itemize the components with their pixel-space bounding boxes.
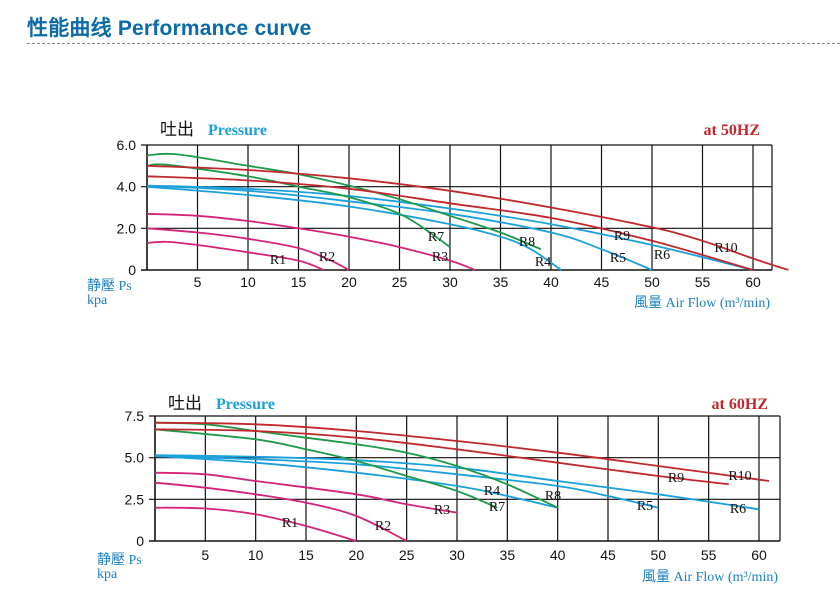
- y-tick-label: 6.0: [117, 137, 137, 153]
- y-tick-label: 4.0: [117, 179, 137, 195]
- series-line-R5: [154, 455, 659, 509]
- series-label-R5: R5: [637, 499, 653, 514]
- x-tick-label: 40: [543, 274, 559, 290]
- frequency-label: at 60HZ: [712, 396, 768, 413]
- series-label-R2: R2: [319, 250, 335, 265]
- x-tick-label: 50: [644, 274, 660, 290]
- series-line-R8: [146, 152, 542, 251]
- series-line-R1: [154, 506, 357, 542]
- series-label-R2: R2: [375, 519, 391, 534]
- x-tick-label: 30: [449, 547, 465, 563]
- series-line-R3: [154, 471, 458, 514]
- frequency-label: at 50HZ: [704, 122, 760, 139]
- y-tick-label: 0: [136, 533, 144, 549]
- series-label-R1: R1: [270, 253, 286, 268]
- x-tick-label: 10: [248, 547, 264, 563]
- x-tick-label: 30: [442, 274, 458, 290]
- page-title: 性能曲线 Performance curve: [27, 17, 312, 40]
- chart-1: 5 10 15 20 25 30 35 40 45 50 55 60 0 2.0 4.0 6.0 吐出 Press…: [87, 120, 789, 311]
- x-tick-label: 60: [751, 547, 767, 563]
- x-axis-label: 風量 Air Flow (m³/min): [642, 569, 778, 585]
- series-line-R5: [146, 184, 653, 271]
- series-label-R8: R8: [545, 489, 561, 504]
- series-label-R9: R9: [614, 229, 630, 244]
- series-label-R7: R7: [428, 230, 444, 245]
- chart-title-cn: 吐出: [168, 394, 202, 413]
- series-label-R8: R8: [519, 235, 535, 250]
- series-line-R6: [146, 184, 754, 271]
- chart-title: Pressure: [216, 396, 275, 413]
- x-tick-label: 35: [493, 274, 509, 290]
- series-line-R10: [154, 421, 770, 482]
- series-label-R10: R10: [728, 469, 751, 484]
- x-tick-label: 5: [194, 274, 202, 290]
- y-tick-label: 5.0: [125, 450, 145, 466]
- y-tick-label: 2.5: [125, 491, 145, 507]
- series-label-R1: R1: [282, 516, 298, 531]
- series-label-R4: R4: [484, 484, 500, 499]
- series-line-R4: [154, 455, 558, 509]
- x-tick-label: 45: [600, 547, 616, 563]
- series-label-R10: R10: [714, 241, 737, 256]
- series-label-R5: R5: [610, 251, 626, 266]
- x-tick-label: 15: [291, 274, 307, 290]
- x-tick-label: 60: [745, 274, 761, 290]
- x-tick-label: 45: [594, 274, 610, 290]
- x-tick-label: 20: [349, 547, 365, 563]
- x-tick-label: 25: [392, 274, 408, 290]
- y-tick-label: 2.0: [117, 220, 137, 236]
- x-tick-label: 15: [298, 547, 314, 563]
- series-line-R7: [154, 428, 498, 509]
- series-line-R8: [154, 421, 559, 509]
- x-tick-label: 35: [500, 547, 516, 563]
- series-line-R9: [154, 428, 729, 486]
- x-tick-label: 10: [240, 274, 256, 290]
- series-line-R1: [146, 240, 325, 271]
- series-line-R10: [146, 164, 789, 271]
- x-tick-label: 55: [701, 547, 717, 563]
- y-axis-label: 静壓 Ps: [97, 552, 142, 568]
- x-tick-label: 25: [399, 547, 415, 563]
- series-label-R3: R3: [432, 250, 448, 265]
- series-line-R4: [146, 185, 562, 271]
- chart-title: Pressure: [208, 122, 267, 139]
- series-line-R2: [154, 481, 408, 542]
- y-axis-unit: kpa: [97, 567, 118, 582]
- x-tick-label: 5: [201, 547, 209, 563]
- y-tick-label: 0: [128, 262, 136, 278]
- series-line-R7: [146, 163, 451, 248]
- series-label-R6: R6: [730, 502, 746, 517]
- x-tick-label: 55: [695, 274, 711, 290]
- series-line-R2: [146, 227, 350, 271]
- y-axis-label: 静壓 Ps: [87, 278, 132, 294]
- chart-2: 5 10 15 20 25 30 35 40 45 50 55 60 0 2.5 5.0 7.5 吐出 Press…: [97, 394, 781, 585]
- x-tick-label: 40: [550, 547, 566, 563]
- series-label-R6: R6: [654, 248, 670, 263]
- series-label-R3: R3: [434, 503, 450, 518]
- series-line-R9: [146, 175, 754, 271]
- x-tick-label: 50: [651, 547, 667, 563]
- series-label-R7: R7: [489, 500, 505, 515]
- y-tick-label: 7.5: [125, 408, 145, 424]
- chart-title-cn: 吐出: [160, 120, 194, 139]
- y-axis-unit: kpa: [87, 293, 108, 308]
- x-tick-label: 20: [341, 274, 357, 290]
- series-line-R3: [146, 212, 476, 271]
- series-line-R6: [154, 454, 760, 511]
- x-axis-label: 風量 Air Flow (m³/min): [634, 295, 770, 311]
- header-divider: [27, 43, 840, 44]
- series-label-R4: R4: [535, 255, 551, 270]
- series-label-R9: R9: [668, 471, 684, 486]
